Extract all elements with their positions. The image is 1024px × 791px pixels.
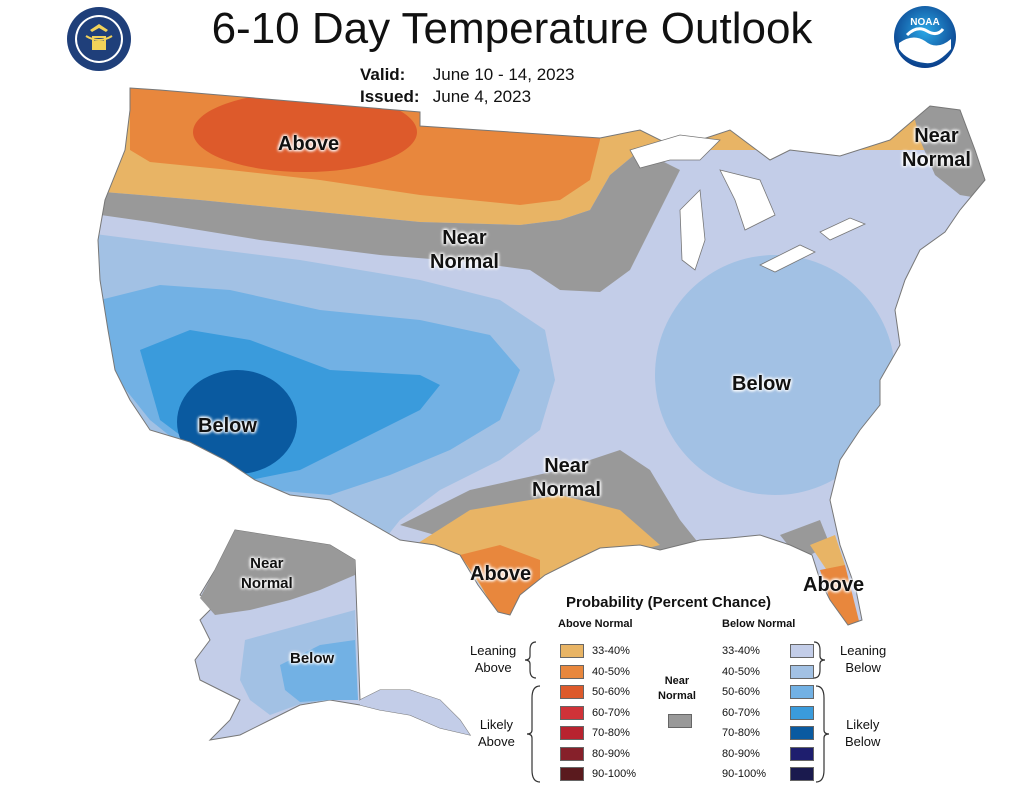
- legend-above-pct-label: 60-70%: [592, 706, 630, 719]
- legend-below-swatch: [790, 644, 814, 658]
- brace-likely-above: [526, 685, 541, 783]
- legend-title: Probability (Percent Chance): [566, 594, 772, 611]
- label-near-normal-central: Near Normal: [430, 226, 499, 274]
- label-near-normal-south-line1: Near: [544, 455, 589, 477]
- near-normal-north: [98, 150, 680, 292]
- legend-below-pct-label: 70-80%: [722, 727, 760, 739]
- legend-likely-above-label: Likely Above: [478, 716, 515, 750]
- legend-below-swatch: [790, 746, 814, 761]
- brace-leaning-below: [813, 641, 826, 679]
- legend-above-swatch: [560, 767, 584, 781]
- legend-likely-below-line1: Likely: [846, 717, 880, 732]
- conus-outline: [97, 87, 986, 626]
- issued-line: Issued: June 4, 2023: [360, 86, 575, 108]
- label-above-florida: Above: [803, 574, 865, 596]
- label-above-north: Above: [278, 133, 340, 155]
- legend-above-pct-label: 90-100%: [592, 768, 637, 780]
- label-below-southwest: Below: [198, 415, 257, 437]
- legend-above-pct-label: 50-60%: [592, 686, 630, 698]
- legend-above-swatch: [560, 726, 584, 740]
- commerce-department-seal-icon: [67, 7, 131, 71]
- legend-below-pct-label: 60-70%: [722, 706, 760, 719]
- label-near-normal-alaska-line1: Near: [250, 555, 284, 572]
- label-above-texas: Above: [470, 563, 532, 585]
- legend-below-swatch: [790, 726, 814, 740]
- legend-near-normal-line2: Normal: [658, 690, 696, 702]
- legend-above-swatch: [560, 746, 584, 761]
- legend-near-normal-swatch: [668, 714, 692, 728]
- great-lakes: [629, 134, 867, 273]
- legend-above-pct-label: 70-80%: [592, 727, 630, 739]
- label-near-normal-central-line2: Normal: [430, 251, 499, 273]
- legend-likely-above-line2: Above: [478, 734, 515, 749]
- legend-leaning-above-line2: Above: [474, 660, 512, 675]
- noaa-logo-icon: NOAA: [894, 6, 956, 68]
- valid-label: Valid:: [360, 65, 406, 84]
- legend-below-pct-label: 80-90%: [722, 747, 760, 760]
- label-near-normal-alaska-line2: Normal: [241, 575, 293, 592]
- legend-below-swatch: [790, 705, 814, 720]
- label-near-normal-central-line1: Near: [442, 227, 487, 249]
- legend-above-swatch: [560, 664, 584, 679]
- below-40-50-east: [655, 255, 895, 495]
- label-near-normal-south-line2: Normal: [532, 479, 601, 501]
- legend-leaning-above-line1: Leaning: [470, 643, 517, 658]
- label-near-normal-northeast-line2: Normal: [902, 149, 971, 171]
- legend-above-pct-label: 33-40%: [592, 645, 630, 657]
- legend-below-swatch: [790, 767, 814, 781]
- map-title: 6-10 Day Temperature Outlook: [211, 4, 813, 53]
- label-near-normal-alaska: Near Normal: [241, 554, 293, 594]
- brace-likely-below: [815, 685, 830, 783]
- issued-label: Issued:: [360, 87, 420, 106]
- legend-near-normal-header: Near Normal: [658, 674, 696, 704]
- legend-above-swatch: [560, 705, 584, 720]
- legend-below-normal-header: Below Normal: [722, 618, 796, 630]
- legend-above-pct-label: 40-50%: [592, 665, 630, 678]
- legend-leaning-below-line2: Below: [845, 660, 881, 675]
- label-near-normal-northeast: Near Normal: [902, 124, 971, 172]
- svg-text:NOAA: NOAA: [910, 17, 939, 28]
- alaska: [194, 529, 472, 741]
- label-below-alaska: Below: [290, 650, 335, 667]
- leaning-above-texas: [415, 495, 660, 618]
- legend-above-swatch: [560, 685, 584, 699]
- valid-issued-block: Valid: June 10 - 14, 2023 Issued: June 4…: [360, 64, 575, 108]
- brace-leaning-above: [524, 641, 537, 679]
- valid-line: Valid: June 10 - 14, 2023: [360, 64, 575, 86]
- issued-value: June 4, 2023: [432, 87, 532, 106]
- legend-leaning-below-label: Leaning Below: [840, 642, 886, 676]
- legend-above-swatch: [560, 644, 584, 658]
- legend-near-normal-line1: Near: [664, 675, 690, 687]
- legend-likely-below-label: Likely Below: [845, 716, 880, 750]
- label-near-normal-northeast-line1: Near: [914, 125, 959, 147]
- legend-leaning-above-label: Leaning Above: [470, 642, 516, 676]
- label-near-normal-south: Near Normal: [532, 454, 601, 502]
- below-70-80-southwest: [177, 370, 297, 474]
- legend-leaning-below-line1: Leaning: [840, 643, 887, 658]
- legend-below-pct-label: 33-40%: [722, 645, 760, 657]
- legend-below-pct-label: 90-100%: [722, 768, 767, 780]
- above-40-50-florida: [820, 565, 860, 625]
- legend-below-pct-label: 40-50%: [722, 665, 760, 678]
- valid-value: June 10 - 14, 2023: [432, 65, 575, 84]
- legend-below-swatch: [790, 664, 814, 679]
- legend-likely-above-line1: Likely: [479, 717, 514, 732]
- legend-likely-below-line2: Below: [845, 734, 881, 749]
- conus-regions: [98, 88, 985, 625]
- leaning-above-florida: [810, 535, 845, 575]
- legend-braces: [524, 641, 830, 783]
- legend-below-pct-label: 50-60%: [722, 686, 760, 698]
- legend-above-normal-header: Above Normal: [558, 618, 633, 630]
- legend-below-swatch: [790, 685, 814, 699]
- legend-above-pct-label: 80-90%: [592, 747, 630, 760]
- probability-legend: Probability (Percent Chance) Above Norma…: [470, 594, 890, 789]
- label-below-east: Below: [732, 373, 791, 395]
- above-50-60-north: [193, 92, 417, 172]
